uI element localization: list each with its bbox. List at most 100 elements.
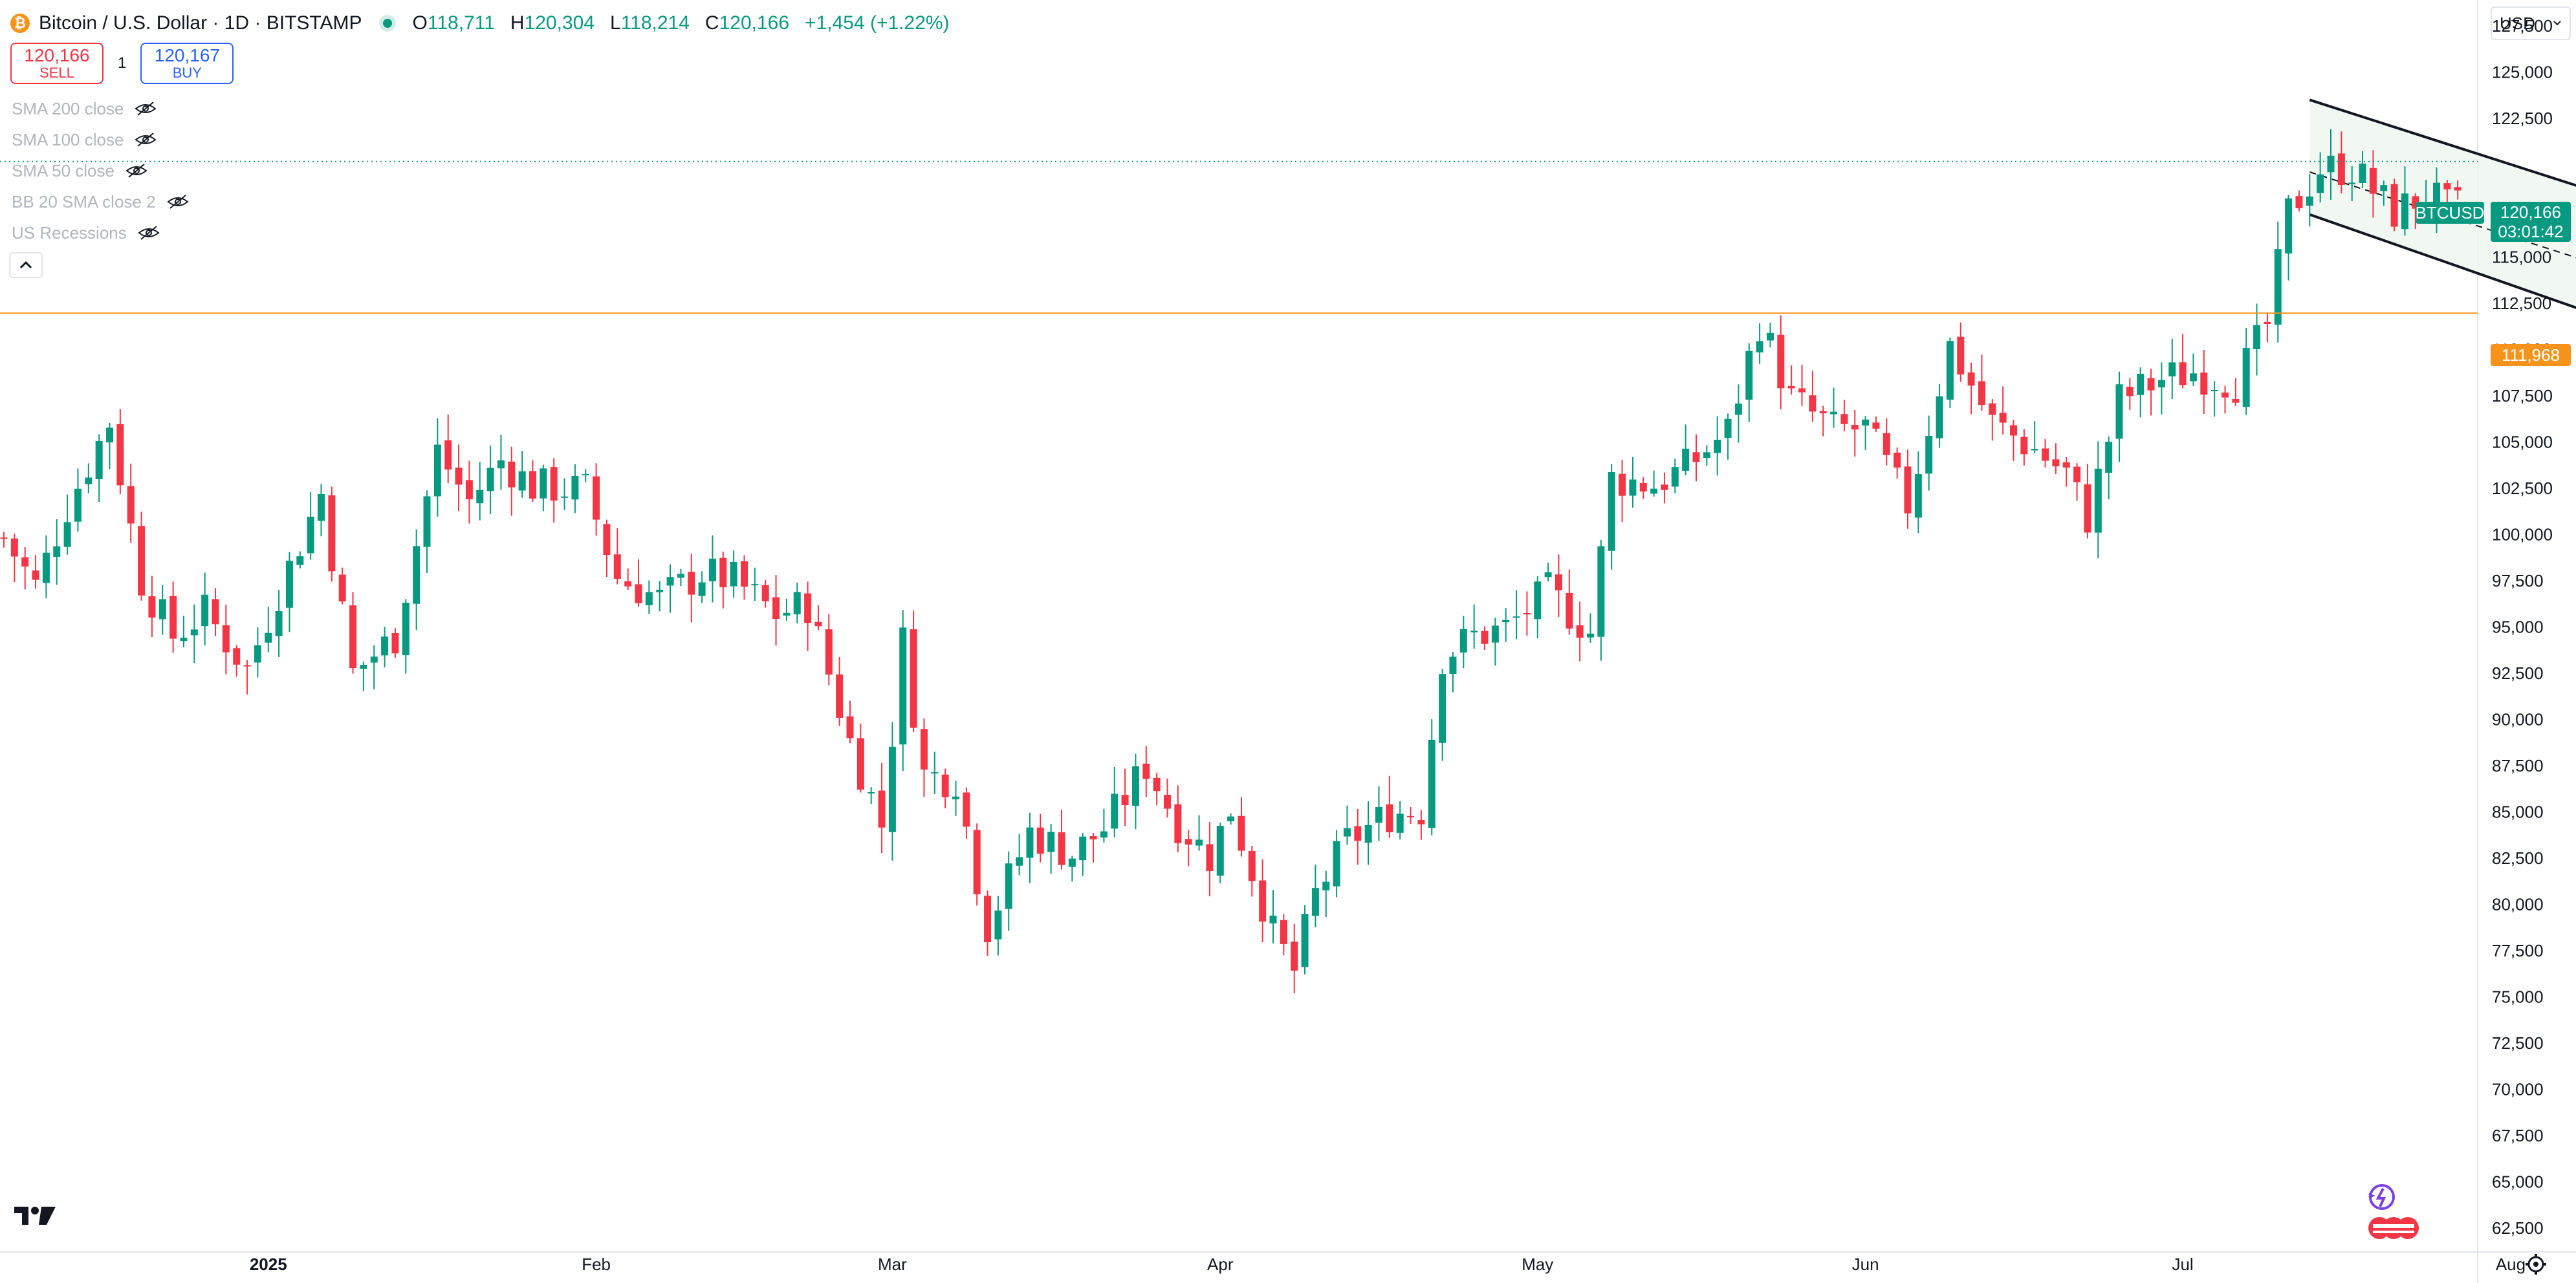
indicator-sma-50[interactable]: SMA 50 close xyxy=(12,155,190,186)
candle-body xyxy=(624,581,632,587)
candle-body xyxy=(1819,411,1827,414)
candle-body xyxy=(2031,449,2038,451)
candle-body xyxy=(1269,915,1277,923)
candle xyxy=(138,512,146,601)
tradingview-logo-icon[interactable] xyxy=(13,1204,57,1227)
candle-body xyxy=(2443,183,2451,189)
candle-body xyxy=(2327,155,2335,173)
chevron-down-icon xyxy=(2553,21,2561,26)
candle xyxy=(1756,323,1763,364)
sell-button[interactable]: 120,166 SELL xyxy=(10,43,104,84)
candle-body xyxy=(1142,763,1150,779)
candle xyxy=(899,610,907,771)
candle-body xyxy=(1851,425,1859,430)
indicator-bollinger[interactable]: BB 20 SMA close 2 xyxy=(12,186,190,217)
ohlc-close: C120,166 xyxy=(704,12,790,34)
candle-body xyxy=(1439,674,1446,743)
candle-body xyxy=(730,561,737,587)
candle xyxy=(1989,399,1996,441)
candle xyxy=(1026,812,1034,883)
candle xyxy=(413,529,420,631)
candle-body xyxy=(95,440,103,479)
candle xyxy=(2232,378,2240,406)
hidden-eye-icon[interactable] xyxy=(134,101,157,116)
candle xyxy=(169,581,177,653)
candle-body xyxy=(719,557,727,588)
hidden-eye-icon[interactable] xyxy=(166,194,190,210)
candle xyxy=(973,823,981,906)
candle-body xyxy=(497,460,505,469)
candle-body xyxy=(2337,153,2345,185)
candle xyxy=(63,494,71,555)
candle xyxy=(2073,463,2081,501)
ohlc-high: H120,304 xyxy=(510,12,595,34)
candle xyxy=(1089,833,1097,863)
candle xyxy=(1650,470,1658,497)
candle xyxy=(1936,383,1943,448)
indicator-sma-200[interactable]: SMA 200 close xyxy=(12,93,190,124)
price-tick-label: 67,500 xyxy=(2492,1126,2544,1145)
candle xyxy=(1544,563,1552,581)
settings-gear-icon[interactable] xyxy=(2526,1254,2546,1275)
candle-body xyxy=(1946,341,1954,400)
candle xyxy=(2253,303,2261,376)
news-flags-icon[interactable] xyxy=(2368,1217,2419,1239)
candle xyxy=(423,490,431,573)
candle xyxy=(2105,436,2113,500)
candle-body xyxy=(1734,404,1742,415)
price-tick-label: 97,500 xyxy=(2492,571,2544,590)
symbol-title[interactable]: Bitcoin / U.S. Dollar · 1D · BITSTAMP xyxy=(39,12,362,34)
candle xyxy=(1830,387,1838,428)
candle-body xyxy=(529,471,536,499)
candle xyxy=(444,415,452,484)
candle xyxy=(2210,381,2218,417)
candle xyxy=(1047,824,1055,874)
currency-select[interactable]: USD xyxy=(2491,6,2571,40)
candle xyxy=(878,762,886,853)
candle-body xyxy=(138,526,146,596)
buy-button[interactable]: 120,167 BUY xyxy=(140,43,234,84)
channel-lower-line[interactable] xyxy=(2309,213,2576,396)
candle xyxy=(1153,772,1161,806)
candle-body xyxy=(1238,815,1245,851)
candle xyxy=(1459,616,1467,669)
candle xyxy=(1809,371,1817,422)
candle xyxy=(1417,810,1425,840)
candle-body xyxy=(613,554,621,579)
candle-body xyxy=(1999,413,2007,423)
candle xyxy=(254,627,261,678)
candle-body xyxy=(1375,806,1382,823)
candle xyxy=(1587,613,1594,643)
channel-upper-line[interactable] xyxy=(2309,98,2576,266)
candle xyxy=(2137,367,2145,418)
channel-middle-line[interactable] xyxy=(2309,171,2576,338)
candle xyxy=(1734,384,1742,443)
candle xyxy=(571,464,579,513)
hidden-eye-icon[interactable] xyxy=(125,163,148,178)
candle-body xyxy=(1703,452,1710,458)
candle-body xyxy=(2147,378,2155,391)
candle-body xyxy=(1777,334,1785,389)
candle-body xyxy=(571,475,579,500)
candle-body xyxy=(1153,777,1161,792)
candle xyxy=(1439,669,1446,761)
time-axis-labels: 2025 Feb Mar Apr May Jun Jul Aug xyxy=(250,1255,2526,1274)
indicator-us-recessions[interactable]: US Recessions xyxy=(12,217,190,248)
hidden-eye-icon[interactable] xyxy=(134,132,157,147)
ai-assistant-icon[interactable] xyxy=(2368,1184,2395,1210)
candle xyxy=(370,645,378,690)
symbol-legend[interactable]: ₿ Bitcoin / U.S. Dollar · 1D · BITSTAMP … xyxy=(10,8,956,39)
candle xyxy=(1502,608,1510,642)
indicator-sma-100[interactable]: SMA 100 close xyxy=(12,124,190,155)
candle-body xyxy=(2274,249,2282,325)
ohlc-open: O118,711 xyxy=(412,12,495,34)
collapse-indicators-button[interactable] xyxy=(9,252,43,278)
indicator-list: SMA 200 close SMA 100 close SMA 50 close… xyxy=(12,93,190,248)
candle-body xyxy=(1639,482,1647,492)
candle-body xyxy=(2454,187,2461,191)
order-quantity[interactable]: 1 xyxy=(118,54,127,72)
candle xyxy=(751,567,759,601)
candle-body xyxy=(825,629,833,675)
hidden-eye-icon[interactable] xyxy=(137,225,160,241)
